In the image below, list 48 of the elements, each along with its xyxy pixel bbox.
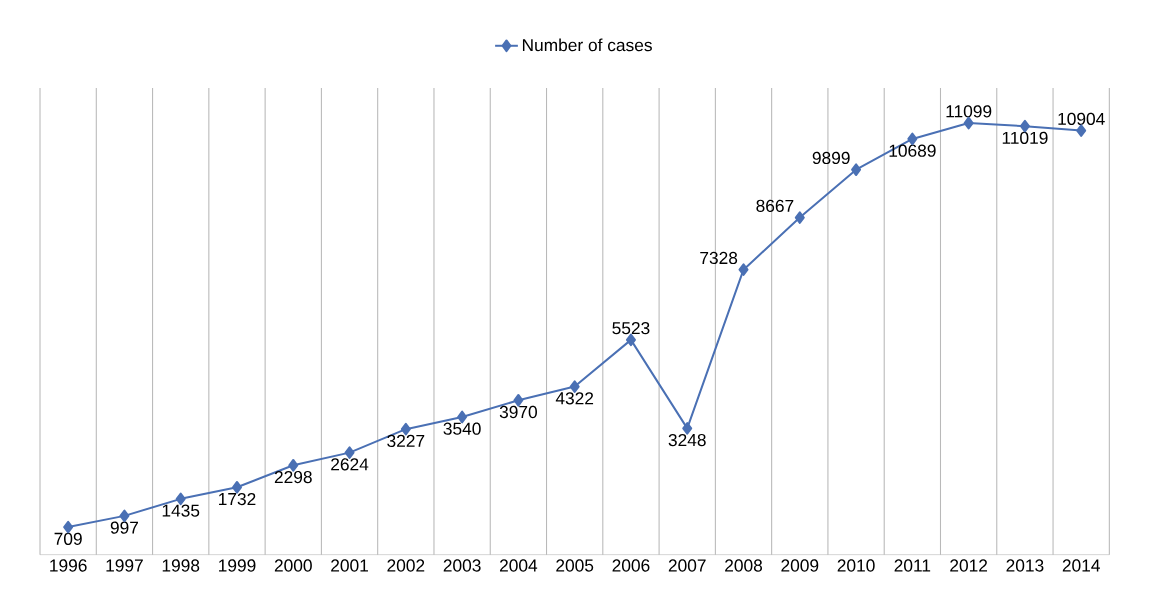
x-tick-label: 2004 xyxy=(499,559,538,572)
data-label: 9899 xyxy=(812,151,850,165)
x-tick-label: 2010 xyxy=(837,559,875,572)
data-label: 3248 xyxy=(668,433,706,447)
x-tick-label: 2014 xyxy=(1062,559,1100,572)
x-tick-label: 2007 xyxy=(668,559,706,572)
point xyxy=(569,380,580,393)
data-label: 3540 xyxy=(443,422,481,435)
point xyxy=(682,422,693,435)
x-tick-label: 2006 xyxy=(612,559,650,572)
x-tick-label: 2002 xyxy=(387,559,425,572)
point xyxy=(794,211,805,224)
x-tick-label: 1996 xyxy=(50,559,87,572)
data-label: 8667 xyxy=(756,199,794,212)
x-tick-label: 2001 xyxy=(331,559,368,572)
data-label: 3970 xyxy=(499,405,537,419)
x-tick-label: 2005 xyxy=(556,559,594,572)
data-label: 2624 xyxy=(331,458,369,471)
data-label: 10689 xyxy=(889,144,936,157)
data-label: 709 xyxy=(54,532,82,545)
data-label: 997 xyxy=(110,521,138,534)
point xyxy=(851,163,862,177)
point xyxy=(1076,124,1087,137)
data-label: 5523 xyxy=(612,321,650,335)
x-tick-label: 2000 xyxy=(274,559,312,572)
data-label: 4322 xyxy=(555,392,594,405)
x-tick-label: 1997 xyxy=(106,559,143,572)
data-label: 11099 xyxy=(946,105,992,118)
x-tick-label: 2003 xyxy=(443,559,481,572)
x-tick-label: 1999 xyxy=(219,559,256,572)
point xyxy=(738,263,749,277)
data-label: 1435 xyxy=(162,504,200,517)
point xyxy=(231,480,242,494)
legend-label: Number of cases xyxy=(522,38,652,52)
data-label: 3227 xyxy=(387,434,425,448)
data-label: 1732 xyxy=(219,492,256,506)
x-tick-label: 2009 xyxy=(781,559,819,572)
data-label: 2298 xyxy=(274,470,312,484)
x-tick-label: 1998 xyxy=(162,559,200,572)
point xyxy=(288,458,299,472)
data-label: 11019 xyxy=(1002,131,1048,145)
x-tick-label: 2011 xyxy=(894,559,931,572)
x-tick-label: 2013 xyxy=(1006,559,1044,572)
x-tick-label: 2012 xyxy=(950,559,988,572)
point xyxy=(344,446,355,459)
x-tick-label: 2008 xyxy=(725,559,763,572)
data-label: 7328 xyxy=(700,251,738,265)
data-label: 10904 xyxy=(1058,112,1105,126)
